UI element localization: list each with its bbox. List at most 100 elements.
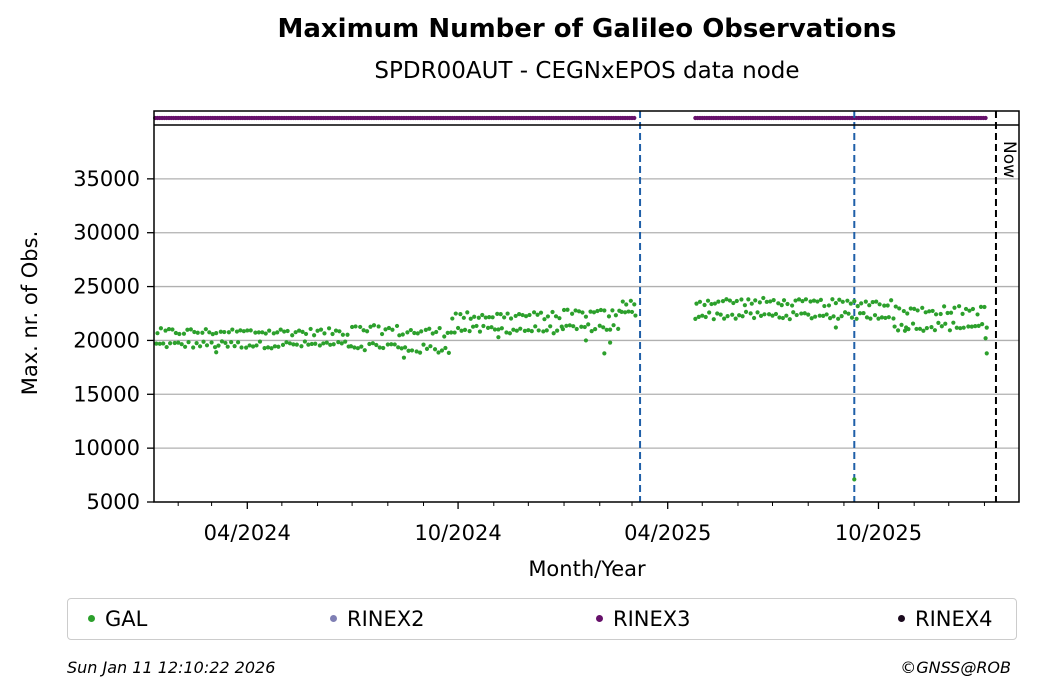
gal-point — [336, 340, 341, 345]
gal-point — [489, 325, 494, 330]
gal-point — [269, 346, 274, 351]
gal-point — [161, 341, 166, 346]
gal-point — [830, 297, 835, 302]
gal-point — [733, 316, 738, 321]
gal-point — [514, 328, 519, 333]
gal-point — [947, 328, 952, 333]
gal-point — [960, 311, 965, 316]
gal-point — [924, 325, 929, 331]
gal-point — [978, 304, 984, 310]
gal-point — [808, 299, 813, 304]
gal-point — [262, 346, 267, 351]
gal-point — [557, 316, 562, 321]
gal-point — [776, 301, 781, 306]
gal-point — [374, 342, 379, 348]
y-tick-label: 35000 — [73, 167, 140, 191]
gal-point — [709, 301, 714, 307]
gal-point — [697, 299, 703, 304]
gal-point — [226, 330, 231, 335]
gal-point — [216, 343, 221, 348]
gal-point — [492, 327, 498, 332]
gal-point — [533, 324, 538, 329]
gal-point — [210, 332, 215, 337]
gal-outlier-point — [602, 351, 607, 356]
gal-point — [428, 344, 433, 349]
gal-point — [170, 327, 175, 332]
axes: 5000 10000 15000 20000 25000 30000 35000 04/202… — [73, 110, 1020, 545]
gal-point — [358, 324, 363, 330]
gal-point — [854, 316, 859, 321]
gal-point — [254, 343, 259, 348]
gal-point — [308, 326, 313, 332]
gal-point — [343, 339, 348, 344]
legend-item-rinex3: RINEX3 — [596, 607, 691, 631]
gal-point — [818, 297, 823, 302]
gal-point — [588, 309, 593, 314]
gal-point — [300, 329, 305, 334]
gal-point — [715, 311, 720, 316]
y-axis-label: Max. nr. of Obs. — [18, 231, 42, 396]
gal-point — [727, 298, 732, 303]
gal-point — [791, 310, 796, 315]
gal-point — [948, 310, 954, 315]
gal-point — [761, 295, 766, 301]
gal-point — [553, 314, 559, 319]
gal-point — [219, 339, 225, 344]
gal-point — [923, 310, 928, 315]
gal-point — [620, 299, 625, 304]
scatter-chart: Now 5000 10000 15000 20000 25000 30000 35000 04… — [18, 110, 1020, 581]
gal-point — [455, 325, 461, 331]
gal-point — [361, 328, 366, 333]
gal-point — [702, 302, 707, 308]
gal-point — [409, 348, 415, 353]
gal-point — [771, 298, 776, 303]
gal-outlier-point — [496, 335, 501, 340]
gal-point — [564, 323, 569, 328]
gal-outlier-point — [833, 325, 838, 330]
gal-point — [824, 312, 829, 317]
gal-point — [746, 297, 751, 302]
gal-point — [633, 313, 638, 318]
gal-point — [809, 316, 814, 321]
gal-point — [481, 323, 486, 329]
gal-point — [353, 324, 358, 329]
gal-point — [711, 317, 716, 322]
gal-point — [468, 316, 473, 321]
gal-point — [177, 331, 182, 337]
gal-point — [707, 310, 712, 315]
gal-point — [192, 329, 197, 335]
gal-point — [461, 315, 466, 320]
gal-point — [582, 324, 587, 330]
legend-marker-gal — [88, 614, 95, 622]
gal-point — [536, 328, 541, 333]
gal-point — [367, 341, 372, 347]
gal-point — [502, 315, 507, 320]
gal-point — [828, 316, 833, 321]
gal-point — [476, 315, 481, 320]
gal-point — [453, 311, 458, 316]
gal-point — [780, 315, 785, 321]
chart-subtitle: SPDR00AUT - CEGNxEPOS data node — [374, 58, 800, 84]
gal-point — [973, 324, 978, 329]
gal-point — [912, 306, 917, 312]
gal-point — [412, 330, 417, 336]
plot-frame — [153, 110, 1020, 503]
gal-point — [628, 298, 633, 303]
gal-point — [522, 328, 527, 333]
gal-point — [821, 313, 826, 319]
gal-point — [743, 309, 749, 314]
gal-point — [720, 299, 726, 304]
gal-point — [957, 304, 962, 309]
gal-point — [863, 299, 868, 304]
gal-point — [480, 312, 485, 318]
gal-point — [591, 310, 597, 315]
gal-outlier-point — [214, 350, 219, 355]
gal-point — [154, 341, 159, 346]
gal-point — [748, 311, 753, 316]
gal-point — [722, 316, 727, 321]
gal-point — [225, 344, 230, 349]
gal-point — [571, 324, 576, 329]
gal-point — [507, 331, 513, 336]
legend-label-gal: GAL — [105, 607, 148, 631]
gal-point — [381, 345, 386, 351]
